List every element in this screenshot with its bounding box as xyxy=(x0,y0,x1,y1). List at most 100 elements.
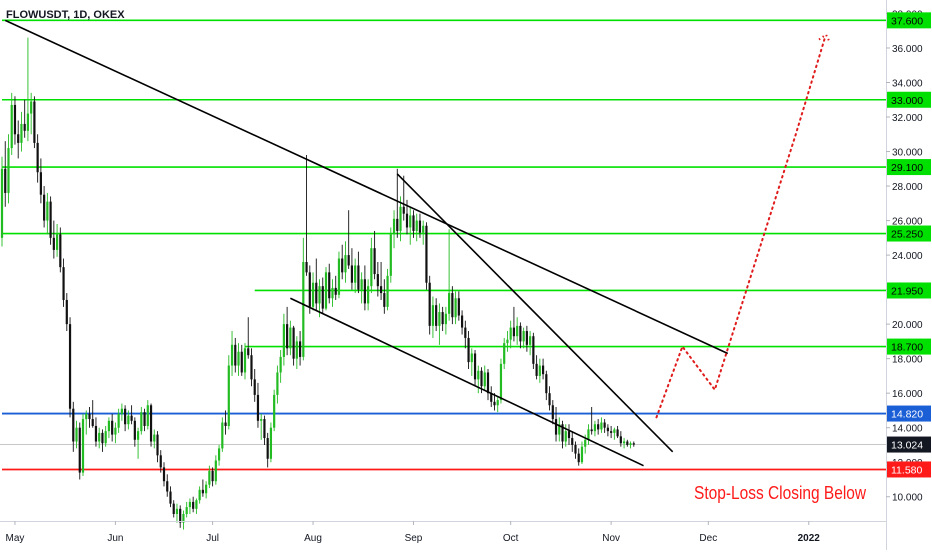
candle-body xyxy=(363,279,366,304)
candle-body xyxy=(75,427,78,442)
candle-body xyxy=(295,341,298,359)
candle-body xyxy=(46,201,49,221)
price-tick-label: 20.000 xyxy=(892,320,923,331)
candle-body xyxy=(305,262,308,273)
candle-body xyxy=(39,172,42,195)
candle-body xyxy=(376,274,379,287)
candle-body xyxy=(130,415,133,421)
level-badge-label: 33.000 xyxy=(891,95,923,107)
candle-body xyxy=(347,255,350,266)
candle-body xyxy=(146,405,149,426)
trendline xyxy=(4,19,729,355)
time-tick-label: Sep xyxy=(405,533,423,544)
candle-body xyxy=(512,327,516,337)
candle-body xyxy=(302,262,305,357)
candle-body xyxy=(622,441,626,444)
level-badge xyxy=(887,338,931,355)
candle-body xyxy=(457,298,460,316)
candle-body xyxy=(243,348,247,373)
candle-body xyxy=(435,305,438,326)
candle-body xyxy=(383,293,386,307)
candle-body xyxy=(208,470,211,485)
candle-body xyxy=(344,255,347,273)
candle-body xyxy=(273,394,276,428)
candle-body xyxy=(386,275,389,307)
candle-body xyxy=(149,405,153,442)
candle-body xyxy=(104,431,107,444)
time-tick-label: May xyxy=(6,533,25,544)
level-badge-label: 37.600 xyxy=(891,15,923,27)
candle-body xyxy=(483,372,486,387)
candle-body xyxy=(486,372,490,394)
candle-body xyxy=(490,393,493,402)
candle-body xyxy=(409,215,412,228)
projection-line xyxy=(655,36,826,419)
candle-body xyxy=(467,337,470,363)
candle-body xyxy=(321,286,324,309)
time-axis[interactable]: May Jun Jul Aug Sep Oct Nov Dec 2022 xyxy=(0,521,886,544)
candle-body xyxy=(72,408,75,442)
candle-body xyxy=(140,412,143,432)
candle-body xyxy=(33,101,36,143)
candle-body xyxy=(405,213,409,228)
candle-body xyxy=(276,372,279,395)
candle-body xyxy=(503,343,506,364)
candle-body xyxy=(0,168,4,238)
candle-body xyxy=(584,439,587,447)
candle-body xyxy=(85,413,88,420)
price-tick-label: 26.000 xyxy=(892,217,923,228)
candle-body xyxy=(247,348,250,356)
trendlines xyxy=(4,19,729,467)
candle-body xyxy=(532,336,535,364)
candle-body xyxy=(318,286,321,304)
level-badge xyxy=(887,405,931,422)
candle-body xyxy=(493,401,496,406)
candle-body xyxy=(94,425,98,442)
candle-body xyxy=(4,168,7,193)
candle-body xyxy=(590,429,593,432)
price-tick-label: 24.000 xyxy=(892,251,923,262)
candle-body xyxy=(117,413,120,428)
candle-body xyxy=(548,393,551,406)
projection-arrowhead xyxy=(818,33,831,44)
candle-body xyxy=(111,420,114,435)
candle-body xyxy=(10,104,13,149)
price-tick-label: 30.000 xyxy=(892,148,923,159)
candle-body xyxy=(263,419,266,439)
candle-body xyxy=(315,282,318,304)
candle-body xyxy=(13,104,17,135)
candle-body xyxy=(370,248,373,287)
candle-body xyxy=(379,286,383,294)
candle-body xyxy=(444,313,447,325)
candle-body xyxy=(195,500,198,509)
candle-body xyxy=(143,412,146,426)
level-badge-label: 18.700 xyxy=(891,342,923,354)
candle-body xyxy=(198,489,201,501)
time-tick-label: Jul xyxy=(206,533,219,544)
candle-body xyxy=(564,431,567,442)
price-axis[interactable]: 10.00012.00014.00016.00018.00020.00022.0… xyxy=(886,0,932,550)
level-badges: 37.600 33.000 29.100 25.250 21.950 18.700 14.8… xyxy=(887,12,931,478)
candle-body xyxy=(441,312,444,325)
candle-body xyxy=(68,324,72,409)
candle-body xyxy=(574,444,577,454)
candle-body xyxy=(473,353,477,380)
time-tick-label: Nov xyxy=(602,533,620,544)
candle-body xyxy=(470,353,473,363)
candle-body xyxy=(597,424,600,430)
level-badge xyxy=(887,159,931,176)
price-tick-label: 18.000 xyxy=(892,355,923,366)
candle-body xyxy=(114,427,117,435)
candle-body xyxy=(292,327,295,359)
candle-body xyxy=(224,422,227,426)
candle-body xyxy=(324,272,328,309)
candle-body xyxy=(269,427,273,459)
horizontal-levels xyxy=(0,19,886,471)
price-tick-label: 10.000 xyxy=(892,493,923,504)
price-tick-label: 14.000 xyxy=(892,424,923,435)
candle-body xyxy=(20,123,23,143)
candle-body xyxy=(234,344,237,366)
candle-body xyxy=(418,220,422,233)
